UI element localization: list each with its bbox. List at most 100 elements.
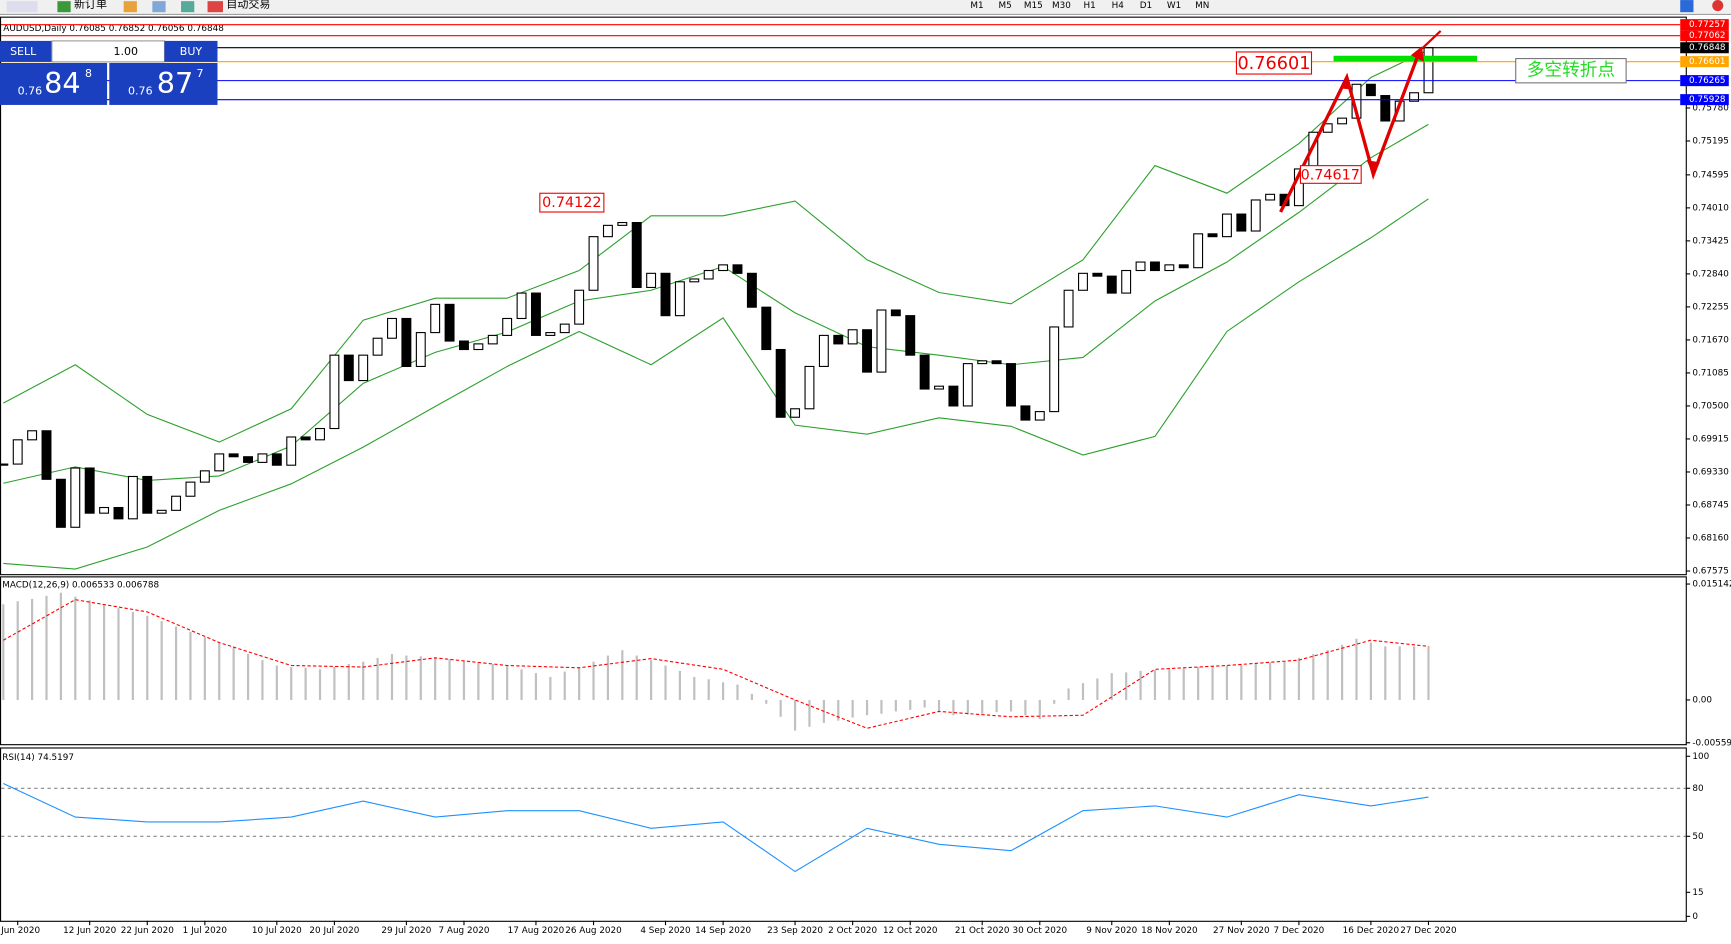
- candle: [775, 348, 786, 418]
- candle: [415, 332, 426, 367]
- candle: [1006, 363, 1016, 407]
- price-big: 84: [44, 66, 81, 100]
- y-tick-label: 0.015142: [1692, 580, 1731, 590]
- candle: [156, 509, 167, 514]
- candle: [674, 281, 685, 317]
- buy-button[interactable]: [164, 40, 218, 62]
- candle: [1078, 272, 1088, 291]
- candle: [41, 430, 52, 480]
- timeframe-button[interactable]: H4: [1112, 1, 1125, 11]
- y-tick-label: 0.71085: [1692, 368, 1729, 378]
- annotation-box: [1299, 165, 1362, 184]
- annotation-box: [1515, 58, 1627, 84]
- candle: [516, 292, 527, 320]
- candle: [358, 354, 369, 382]
- x-tick-label: 22 Jun 2020: [121, 926, 174, 936]
- auto-trading-icon[interactable]: [207, 1, 223, 13]
- toolbar-icon[interactable]: [123, 1, 137, 13]
- auto-trading-button[interactable]: 自动交易: [226, 0, 270, 10]
- new-order-button[interactable]: 新订单: [74, 0, 107, 10]
- candle: [876, 309, 887, 373]
- toolbar-icon[interactable]: [152, 1, 166, 13]
- candle: [1049, 326, 1060, 413]
- x-tick-label: 14 Sep 2020: [695, 926, 751, 936]
- candle: [977, 360, 988, 365]
- y-tick-label: 0: [1692, 912, 1698, 922]
- candle: [1178, 264, 1189, 269]
- y-tick-label: 0.73425: [1692, 236, 1729, 246]
- candle: [185, 481, 196, 497]
- price-tag: [1680, 30, 1729, 42]
- new-order-icon[interactable]: [57, 1, 71, 13]
- lot-value[interactable]: 1.00: [113, 45, 138, 58]
- trend-arrow: [1421, 30, 1442, 50]
- timeframe-button[interactable]: W1: [1167, 1, 1181, 11]
- x-tick-label: 30 Oct 2020: [1013, 926, 1068, 936]
- candle: [1207, 233, 1218, 238]
- candle: [27, 430, 38, 441]
- sell-button[interactable]: [0, 40, 52, 62]
- sell-label[interactable]: SELL: [10, 45, 37, 58]
- candle: [718, 264, 729, 272]
- timeframe-button[interactable]: MN: [1195, 1, 1209, 11]
- candle: [70, 467, 81, 528]
- timeframe-button[interactable]: D1: [1140, 1, 1152, 11]
- sell-price-box[interactable]: [0, 62, 108, 105]
- candle: [1365, 83, 1376, 97]
- timeframe-button[interactable]: M1: [970, 1, 983, 11]
- price-tag: [1680, 19, 1729, 31]
- candle: [631, 221, 642, 288]
- candle: [1250, 199, 1261, 232]
- toolbar-icon[interactable]: [181, 1, 195, 13]
- x-tick-label: 10 Jul 2020: [252, 926, 302, 936]
- y-tick-label: 50: [1692, 832, 1704, 842]
- candle: [12, 439, 23, 465]
- price-tag: [1680, 42, 1729, 54]
- candle: [761, 306, 772, 351]
- y-tick-label: 0.74595: [1692, 170, 1729, 180]
- candle: [1164, 264, 1175, 272]
- y-tick-label: 0.68160: [1692, 533, 1729, 543]
- rsi-line: [3, 782, 1429, 873]
- candle: [286, 436, 297, 466]
- candle: [1106, 275, 1117, 294]
- candle: [257, 453, 268, 463]
- candle: [574, 289, 585, 325]
- search-icon[interactable]: [1680, 0, 1694, 13]
- y-tick-label: 80: [1692, 784, 1704, 794]
- x-tick-label: 27 Dec 2020: [1400, 926, 1457, 936]
- candle: [746, 272, 757, 308]
- candle: [387, 317, 397, 339]
- plot-layer: 0.75780 0.75195 0.74595 0.74010 0.73425 0.728…: [0, 19, 1731, 936]
- alert-icon[interactable]: [1712, 0, 1724, 12]
- candle: [502, 317, 513, 336]
- macd-panel: [0, 576, 1687, 746]
- timeframe-button[interactable]: M15: [1024, 1, 1043, 11]
- candle: [171, 495, 182, 511]
- candle: [1380, 95, 1391, 122]
- timeframe-button[interactable]: H1: [1083, 1, 1095, 11]
- candle: [113, 506, 124, 520]
- x-tick-label: 16 Dec 2020: [1343, 926, 1400, 936]
- timeframe-button[interactable]: M5: [999, 1, 1012, 11]
- y-tick-label: 0.69915: [1692, 434, 1729, 444]
- candle: [833, 334, 844, 345]
- price-small: 8: [85, 67, 92, 80]
- candle: [804, 365, 815, 410]
- candle: [401, 317, 412, 367]
- x-tick-label: 2 Oct 2020: [828, 926, 877, 936]
- price-tag-label: 0.75928: [1689, 95, 1726, 105]
- price-prefix: 0.76: [128, 85, 153, 98]
- candle: [1020, 405, 1031, 421]
- candle: [99, 506, 110, 514]
- lot-input[interactable]: [51, 40, 166, 63]
- buy-price-box[interactable]: [109, 62, 218, 105]
- annotation: 0.74122: [542, 195, 601, 211]
- candle: [372, 337, 383, 356]
- candle: [271, 453, 282, 466]
- timeframe-button[interactable]: M30: [1052, 1, 1071, 11]
- buy-label[interactable]: BUY: [180, 45, 203, 58]
- price-tag-label: 0.76265: [1689, 76, 1726, 86]
- main-panel: [0, 16, 1687, 576]
- toolbar-icon[interactable]: [6, 1, 38, 13]
